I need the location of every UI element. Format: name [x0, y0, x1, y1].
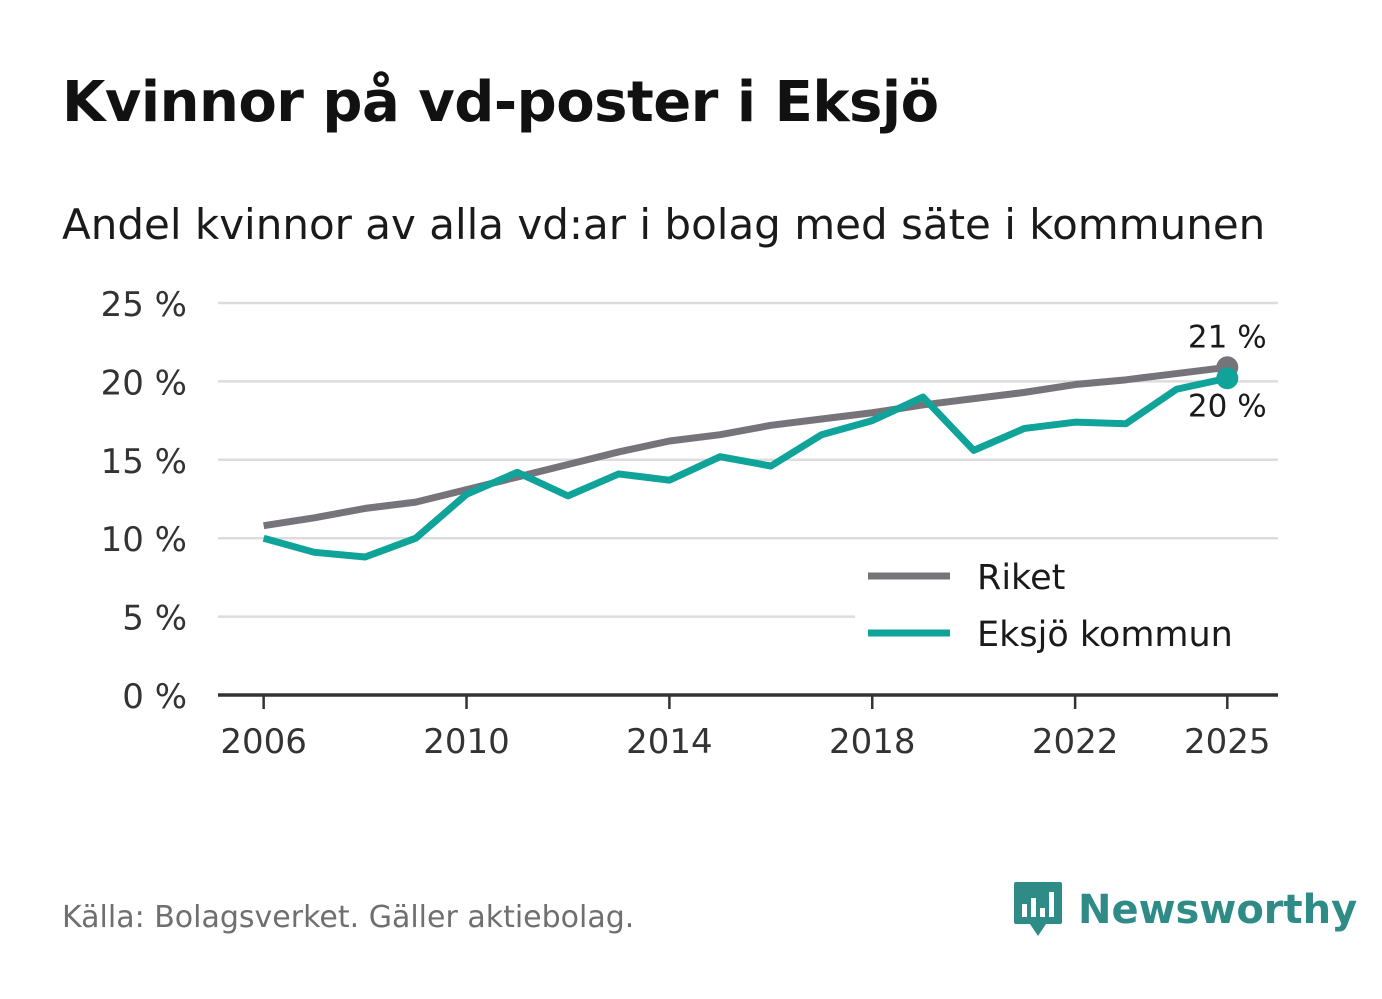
y-axis-labels: 0 % 5 % 10 % 15 % 20 % 25 % — [101, 285, 187, 717]
legend-label: Riket — [977, 558, 1065, 598]
legend-background — [855, 548, 1280, 668]
chart-title: Kvinnor på vd-poster i Eksjö — [62, 70, 939, 135]
series-layer — [262, 356, 1239, 561]
source-note: Källa: Bolagsverket. Gäller aktiebolag. — [62, 900, 635, 935]
x-tick-label: 2022 — [1032, 722, 1119, 762]
y-tick-label: 10 % — [101, 520, 187, 560]
x-tick-label: 2014 — [626, 722, 713, 762]
y-tick-label: 0 % — [122, 677, 187, 717]
x-axis: 2006 2010 2014 2018 2022 2025 — [218, 693, 1278, 762]
series-line-1 — [262, 374, 1229, 561]
end-value-label: 20 % — [1188, 388, 1267, 424]
legend: Riket Eksjö kommun — [855, 548, 1280, 668]
chart-subtitle: Andel kvinnor av alla vd:ar i bolag med … — [62, 200, 1266, 249]
y-tick-label: 15 % — [101, 442, 187, 482]
x-tick-label: 2006 — [220, 722, 307, 762]
line-chart: 0 %5 %10 %15 %20 %25 % 2006 2010 2014 2018 2… — [101, 285, 1280, 762]
series-end-marker — [1216, 367, 1239, 390]
x-tick-label: 2025 — [1184, 722, 1271, 762]
legend-label: Eksjö kommun — [977, 615, 1233, 655]
end-labels: 21 % 20 % — [1188, 319, 1267, 424]
y-tick-label: 20 % — [101, 363, 187, 403]
y-tick-label: 5 % — [122, 599, 187, 639]
end-value-label: 21 % — [1188, 319, 1267, 355]
brand-name: Newsworthy — [1078, 887, 1358, 933]
series-line-0 — [263, 363, 1228, 530]
y-tick-label: 25 % — [101, 285, 187, 325]
brand-logo: Newsworthy — [1012, 880, 1357, 940]
x-tick-label: 2010 — [423, 722, 510, 762]
x-tick-label: 2018 — [829, 722, 916, 762]
newsworthy-logo-icon — [1014, 882, 1062, 936]
